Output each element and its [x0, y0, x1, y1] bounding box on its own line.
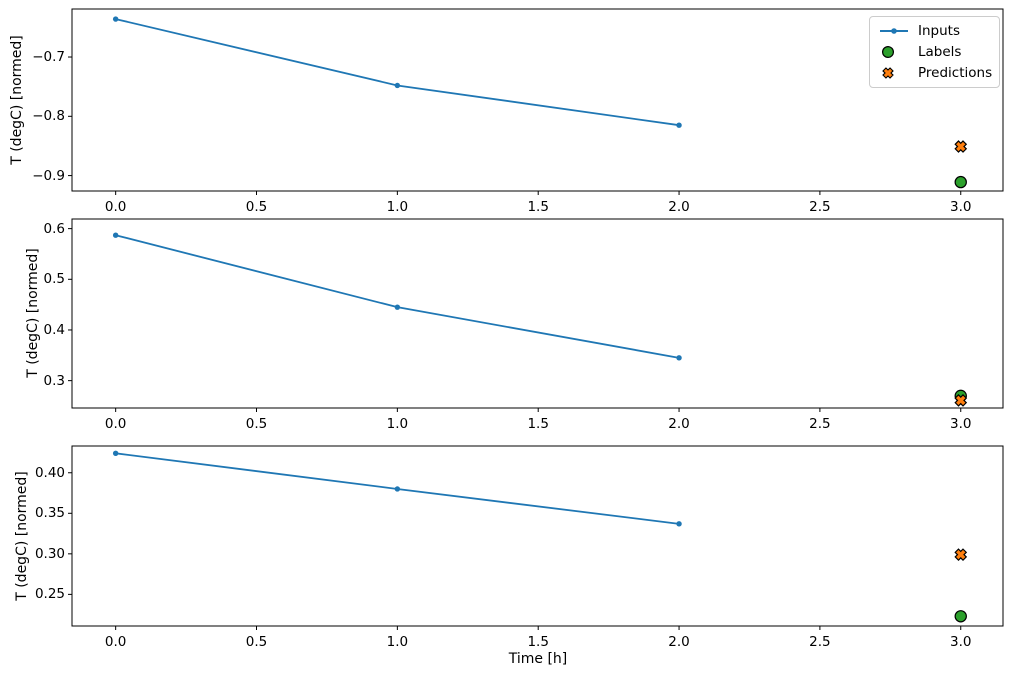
x-tick-label: 3.0: [949, 634, 972, 650]
inputs-point-marker: [676, 122, 682, 128]
inputs-point-marker: [394, 486, 401, 492]
axes-frame-subplot-2: [71, 218, 1004, 409]
legend-label-labels: Labels: [918, 44, 962, 60]
x-tick-label: 1.5: [527, 634, 549, 650]
x-tick-label: 2.0: [668, 634, 690, 650]
x-tick-label: 1.5: [527, 199, 549, 215]
y-tick-label: 0.4: [43, 321, 65, 338]
x-tick-label: 2.5: [809, 416, 831, 432]
inputs-point-marker: [394, 82, 401, 89]
y-tick-label: 0.3: [43, 372, 65, 389]
labels-circle-marker: [954, 175, 967, 189]
y-tick-label: −0.8: [32, 108, 65, 125]
legend-item-inputs: Inputs: [878, 23, 991, 39]
x-tick-label: 0.5: [245, 199, 268, 215]
predictions-x-marker: [954, 140, 968, 153]
y-tick-label: 0.5: [43, 271, 65, 288]
x-tick-label: 0.0: [104, 199, 127, 215]
inputs-line: [115, 234, 680, 359]
inputs-point-marker: [676, 521, 682, 527]
y-axis-label-subplot-3: T (degC) [normed]: [14, 471, 30, 601]
x-tick-label: 0.0: [104, 416, 127, 432]
inputs-point-marker: [676, 355, 682, 361]
x-tick-label: 2.5: [809, 199, 831, 215]
x-tick-label: 1.0: [386, 416, 409, 432]
inputs-line: [115, 18, 680, 127]
x-tick-label: 2.0: [668, 416, 690, 432]
axes-frame-subplot-1: [71, 8, 1004, 192]
x-tick-label: 3.0: [949, 199, 972, 215]
legend-item-predictions: Predictions: [878, 65, 993, 81]
labels-circle-marker: [954, 610, 967, 623]
x-tick-label: 0.5: [245, 416, 268, 432]
legend-item-labels: Labels: [878, 44, 991, 60]
y-tick-label: −0.9: [32, 167, 65, 184]
x-tick-label: 1.5: [527, 416, 549, 432]
y-tick-label: 0.25: [34, 586, 65, 603]
x-tick-label: 1.0: [386, 634, 409, 650]
x-tick-label: 2.0: [668, 199, 690, 215]
y-axis-label-subplot-1: T (degC) [normed]: [9, 35, 25, 165]
inputs-point-marker: [112, 450, 119, 456]
legend: Inputs Labels Predictions: [869, 16, 1000, 88]
inputs-point-marker: [394, 304, 401, 310]
x-tick-label: 2.5: [809, 634, 831, 650]
x-tick-label: 3.0: [949, 416, 972, 432]
axes-frame-subplot-3: [71, 445, 1004, 627]
x-tick-label: 0.0: [104, 634, 127, 650]
predictions-x-icon: [882, 67, 894, 79]
inputs-point-marker: [112, 16, 119, 22]
y-axis-label-subplot-2: T (degC) [normed]: [25, 248, 41, 378]
inputs-line-icon: [880, 28, 908, 34]
y-tick-label: 0.35: [34, 505, 65, 522]
labels-circle-icon: [881, 45, 895, 59]
legend-label-inputs: Inputs: [918, 23, 960, 39]
y-tick-label: 0.40: [34, 464, 65, 481]
x-axis-label: Time [h]: [508, 651, 568, 667]
inputs-point-marker: [112, 232, 119, 238]
y-tick-label: −0.7: [32, 49, 65, 66]
predictions-x-marker: [954, 548, 968, 562]
legend-label-predictions: Predictions: [918, 65, 993, 81]
x-tick-label: 1.0: [386, 199, 409, 215]
predictions-x-marker: [954, 394, 968, 407]
y-tick-label: 0.30: [34, 545, 65, 562]
x-tick-label: 0.5: [245, 634, 268, 650]
y-tick-label: 0.6: [43, 220, 65, 237]
